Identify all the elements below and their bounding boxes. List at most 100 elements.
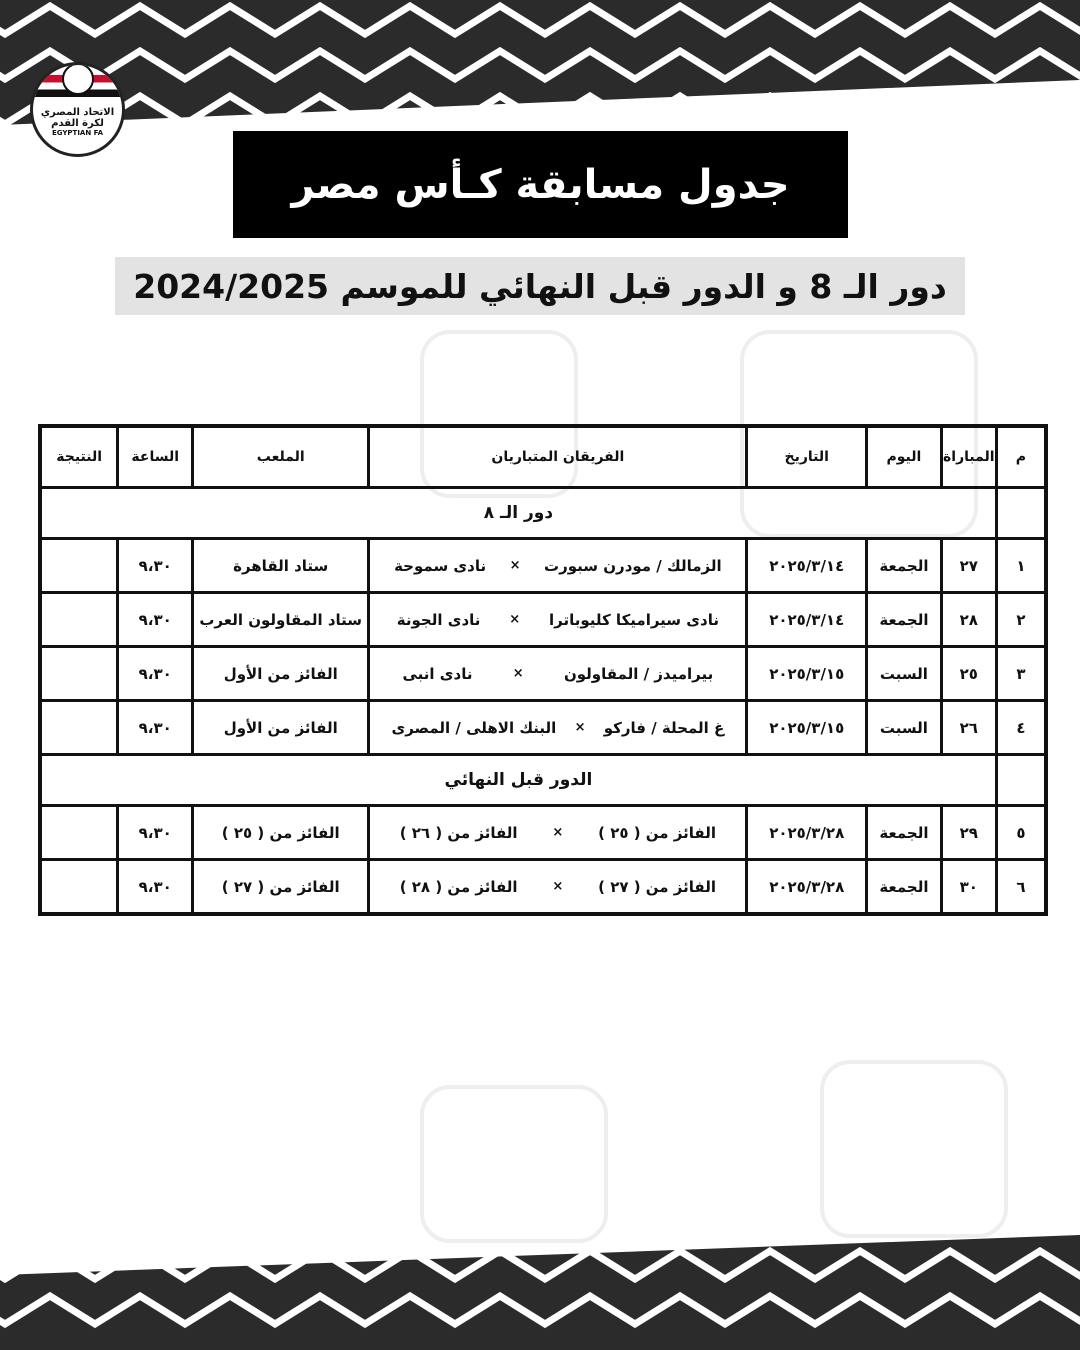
football-icon [61,65,94,95]
section-label: الدور قبل النهائي [38,753,998,807]
cell-day: الجمعة [865,804,943,861]
zigzag-band-bottom [0,1235,1080,1350]
cell-result [38,645,120,702]
team-home: الزمالك / مودرن سبورت [544,556,722,575]
cell-teams: الفائز من ( ٢٥ ) × الفائز من ( ٢٦ ) [367,804,749,861]
section-row: الدور قبل النهائي [38,753,1048,807]
cell-stadium: ستاد المقاولون العرب [191,591,371,648]
vs-mark: × [552,879,564,894]
cell-teams: الزمالك / مودرن سبورت × نادى سموحة [367,537,749,594]
cell-date: ٢٠٢٥/٣/٢٨ [745,804,869,861]
cell-match: ٢٨ [939,591,998,648]
egyptian-fa-logo: الاتحاد المصري لكرة القدم EGYPTIAN FA [30,62,125,157]
vs-mark: × [574,720,586,735]
header-match: المباراة [939,424,998,489]
cell-date: ٢٠٢٥/٣/١٥ [745,699,869,756]
cell-result [38,858,120,916]
table-row: ١ ٢٧ الجمعة ٢٠٢٥/٣/١٤ الزمالك / مودرن سب… [38,537,1048,594]
vs-mark: × [509,612,521,627]
cell-date: ٢٠٢٥/٣/١٤ [745,591,869,648]
cell-result [38,699,120,756]
cell-day: الجمعة [865,591,943,648]
cell-day: الجمعة [865,537,943,594]
team-home: الفائز من ( ٢٥ ) [598,823,716,842]
team-home: نادى سيراميكا كليوباترا [548,610,719,629]
table-row: ٦ ٣٠ الجمعة ٢٠٢٥/٣/٢٨ الفائز من ( ٢٧ ) ×… [38,858,1048,916]
cell-stadium: الفائز من الأول [191,645,371,702]
section-label: دور الـ ٨ [38,486,998,540]
cell-no: ٣ [994,645,1048,702]
empty-cell [994,486,1048,540]
cell-time: ٩،٣٠ [116,591,195,648]
page-subtitle: دور الـ 8 و الدور قبل النهائي للموسم 202… [115,257,965,315]
team-home: غ المحلة / فاركو [603,718,725,737]
background-decoration [820,1060,1008,1238]
team-away: الفائز من ( ٢٨ ) [399,877,518,896]
cell-date: ٢٠٢٥/٣/١٤ [745,537,869,594]
header-date: التاريخ [745,424,869,489]
header-row: م المباراة اليوم التاريخ الفريقان المتبا… [38,424,1048,489]
cell-stadium: الفائز من الأول [191,699,371,756]
cell-time: ٩،٣٠ [116,645,195,702]
page-title: جدول مسابقة كـأس مصر [233,131,848,238]
team-away: نادى الجونة [396,610,481,629]
cell-teams: نادى سيراميكا كليوباترا × نادى الجونة [367,591,749,648]
cell-result [38,537,120,594]
team-home: الفائز من ( ٢٧ ) [598,877,716,896]
vs-mark: × [552,825,564,840]
cell-day: السبت [865,699,943,756]
cell-time: ٩،٣٠ [116,537,195,594]
section-row: دور الـ ٨ [38,486,1048,540]
team-home: بيراميدز / المقاولون [563,664,714,683]
header-stadium: الملعب [191,424,371,489]
cell-day: الجمعة [865,858,943,916]
table-row: ٥ ٢٩ الجمعة ٢٠٢٥/٣/٢٨ الفائز من ( ٢٥ ) ×… [38,804,1048,861]
schedule-table: م المباراة اليوم التاريخ الفريقان المتبا… [38,424,1048,916]
header-time: الساعة [116,424,195,489]
logo-text-en: EGYPTIAN FA [51,129,104,137]
cell-result [38,804,120,861]
cell-no: ٢ [994,591,1048,648]
cell-stadium: الفائز من ( ٢٧ ) [191,858,371,916]
cell-date: ٢٠٢٥/٣/١٥ [745,645,869,702]
cell-no: ٤ [994,699,1048,756]
cell-time: ٩،٣٠ [116,858,195,916]
cell-teams: غ المحلة / فاركو × البنك الاهلى / المصرى [367,699,749,756]
cell-no: ١ [994,537,1048,594]
team-away: الفائز من ( ٢٦ ) [399,823,518,842]
zigzag-line [0,1,1080,39]
cell-no: ٦ [994,858,1048,916]
cell-no: ٥ [994,804,1048,861]
cell-time: ٩،٣٠ [116,804,195,861]
logo-text-ar: الاتحاد المصري لكرة القدم [40,107,115,129]
cell-teams: الفائز من ( ٢٧ ) × الفائز من ( ٢٨ ) [367,858,749,916]
cell-match: ٣٠ [939,858,998,916]
cell-teams: بيراميدز / المقاولون × نادى انبى [367,645,749,702]
empty-cell [994,753,1048,807]
cell-match: ٢٦ [939,699,998,756]
zigzag-line [0,1291,1080,1329]
header-no: م [994,424,1048,489]
table-row: ٢ ٢٨ الجمعة ٢٠٢٥/٣/١٤ نادى سيراميكا كليو… [38,591,1048,648]
cell-match: ٢٥ [939,645,998,702]
cell-stadium: ستاد القاهرة [191,537,371,594]
team-away: البنك الاهلى / المصرى [391,718,557,737]
cell-result [38,591,120,648]
cell-stadium: الفائز من ( ٢٥ ) [191,804,371,861]
vs-mark: × [512,666,524,681]
zigzag-band-top [0,0,1080,125]
zigzag-line [0,46,1080,84]
header-day: اليوم [865,424,943,489]
cell-match: ٢٧ [939,537,998,594]
background-decoration [420,1085,608,1243]
cell-match: ٢٩ [939,804,998,861]
header-teams: الفريقان المتباريان [367,424,749,489]
cell-day: السبت [865,645,943,702]
vs-mark: × [509,558,521,573]
header-result: النتيجة [38,424,120,489]
cell-time: ٩،٣٠ [116,699,195,756]
team-away: نادى انبى [402,664,473,683]
team-away: نادى سموحة [394,556,487,575]
cell-date: ٢٠٢٥/٣/٢٨ [745,858,869,916]
table-row: ٣ ٢٥ السبت ٢٠٢٥/٣/١٥ بيراميدز / المقاولو… [38,645,1048,702]
